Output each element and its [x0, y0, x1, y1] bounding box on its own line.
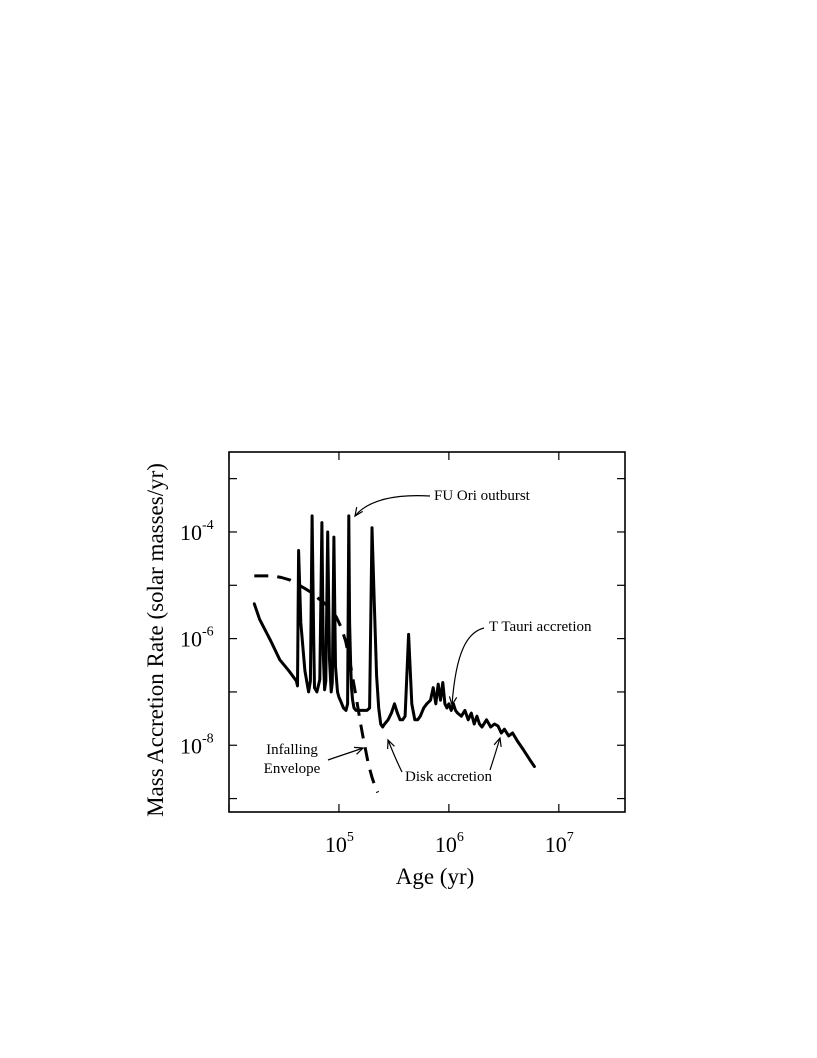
arrow-head [493, 736, 502, 748]
x-axis-title: Age (yr) [396, 864, 475, 889]
y-axis-title: Mass Accretion Rate (solar masses/yr) [143, 463, 168, 817]
x-tick-label: 107 [545, 830, 574, 857]
y-tick-label: 10-6 [180, 625, 214, 652]
annotations: FU Ori outburst T Tauri accretion Infallin… [264, 488, 592, 785]
annotation-t-tauri: T Tauri accretion [489, 619, 592, 635]
tick-labels: 105 106 107 10-4 10-6 10-8 [180, 518, 574, 857]
arrow-head [354, 507, 364, 518]
arrow-head [353, 746, 365, 755]
x-tick-label: 106 [435, 830, 464, 857]
annotation-fu-ori: FU Ori outburst [434, 488, 531, 504]
x-tick-label: 105 [325, 830, 354, 857]
annotation-disk-accretion: Disk accretion [405, 769, 493, 785]
disk-accretion-line [252, 514, 536, 768]
arrow-head [387, 738, 395, 750]
series-layer [252, 514, 536, 794]
arrow-head [448, 696, 458, 707]
y-tick-label: 10-4 [180, 518, 214, 545]
annotation-infalling-envelope: Infalling Envelope [264, 742, 321, 777]
y-tick-label: 10-8 [180, 731, 214, 758]
arrow-disk-accretion [387, 739, 403, 773]
annotation-arrows [327, 495, 502, 773]
axis-ticks [228, 452, 625, 812]
arrow-disk-late [489, 737, 501, 771]
arrow-infalling [327, 747, 364, 761]
arrow-t-tauri [451, 627, 485, 706]
arrow-fu-ori [354, 495, 431, 517]
plot-frame [228, 451, 626, 813]
infalling-envelope-line [254, 574, 380, 794]
